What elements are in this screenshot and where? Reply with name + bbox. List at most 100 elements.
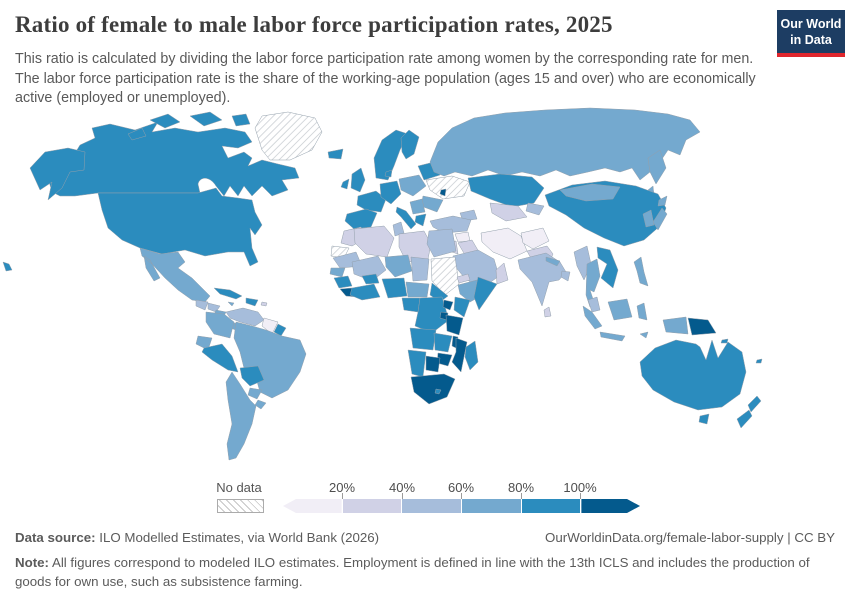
country-south-africa[interactable] — [410, 373, 456, 405]
country-solomon-islands[interactable] — [720, 338, 729, 344]
owid-logo[interactable]: Our World in Data — [777, 10, 845, 57]
legend-bin-60-80[interactable] — [462, 499, 521, 513]
country-mexico[interactable] — [139, 247, 211, 303]
country-namibia[interactable] — [407, 349, 427, 378]
country-algeria[interactable] — [353, 225, 395, 258]
country-greenland[interactable] — [254, 111, 323, 161]
country-brazil[interactable] — [233, 321, 307, 399]
country-botswana[interactable] — [425, 355, 441, 373]
country-bangladesh[interactable] — [560, 270, 571, 282]
country-senegal[interactable] — [329, 267, 346, 278]
country-mali[interactable] — [351, 255, 387, 282]
country-kyrgyzstan-tajikistan[interactable] — [525, 202, 545, 216]
country-uzbekistan-turkmenistan[interactable] — [489, 202, 528, 222]
legend-no-data-swatch[interactable] — [217, 499, 264, 513]
country-paraguay[interactable] — [247, 387, 263, 400]
country-somalia[interactable] — [473, 276, 498, 311]
country-ireland[interactable] — [340, 178, 350, 190]
country-denmark[interactable] — [384, 169, 393, 178]
country-philippines[interactable] — [633, 256, 649, 287]
country-italy[interactable] — [395, 206, 417, 230]
country-cameroon-central-african-republic[interactable] — [405, 281, 430, 298]
country-colombia[interactable] — [205, 311, 235, 339]
legend-bin-over-100[interactable] — [581, 499, 640, 513]
country-afghanistan[interactable] — [520, 227, 550, 250]
country-turkey[interactable] — [429, 215, 472, 234]
country-sudan[interactable] — [430, 256, 460, 296]
owid-url-license-link[interactable]: OurWorldinData.org/female-labor-supply |… — [545, 530, 835, 545]
country-ivory-coast-ghana[interactable] — [349, 283, 381, 301]
country-greece[interactable] — [414, 213, 427, 227]
country-new-zealand[interactable] — [736, 395, 762, 429]
country-peru[interactable] — [201, 343, 239, 373]
country-bolivia[interactable] — [239, 365, 265, 387]
country-moldova[interactable] — [439, 188, 447, 197]
country-argentina-chile[interactable] — [225, 371, 257, 461]
country-united-kingdom[interactable] — [350, 167, 366, 193]
legend-bin-20-40[interactable] — [342, 499, 402, 513]
country-zambia[interactable] — [433, 332, 453, 353]
country-spain-portugal[interactable] — [344, 208, 378, 230]
country-thailand[interactable] — [585, 258, 601, 308]
country-guinea[interactable] — [333, 275, 353, 289]
country-nigeria[interactable] — [381, 277, 408, 299]
country-australia[interactable] — [639, 339, 747, 425]
country-united-states-alaska[interactable] — [29, 147, 86, 201]
country-puerto-rico[interactable] — [260, 301, 268, 307]
country-timor[interactable] — [639, 331, 649, 339]
country-angola[interactable] — [409, 327, 437, 351]
country-kazakhstan[interactable] — [467, 173, 545, 208]
country-lesotho[interactable] — [434, 388, 442, 395]
country-balkans[interactable] — [409, 198, 426, 215]
country-burkina-faso[interactable] — [361, 273, 380, 285]
country-korea[interactable] — [642, 209, 655, 228]
country-eritrea[interactable] — [456, 273, 471, 284]
country-venezuela[interactable] — [225, 307, 265, 327]
country-egypt[interactable] — [426, 228, 457, 258]
country-nepal[interactable] — [545, 256, 561, 267]
country-uruguay[interactable] — [254, 399, 267, 410]
country-germany-central-europe[interactable] — [379, 180, 402, 205]
country-iceland[interactable] — [327, 148, 344, 160]
country-mongolia[interactable] — [559, 183, 621, 202]
country-niger[interactable] — [384, 254, 413, 278]
legend-bin-40-60[interactable] — [402, 499, 462, 513]
country-hispaniola[interactable] — [245, 297, 259, 307]
legend-bin-80-100[interactable] — [521, 499, 581, 513]
country-poland[interactable] — [398, 174, 427, 197]
country-oman[interactable] — [495, 262, 509, 285]
country-mozambique[interactable] — [451, 337, 468, 373]
country-united-states[interactable] — [97, 187, 263, 267]
country-madagascar[interactable] — [464, 340, 479, 371]
country-jamaica[interactable] — [227, 301, 235, 307]
country-guatemala[interactable] — [195, 299, 209, 311]
country-sri-lanka[interactable] — [543, 306, 552, 318]
country-fiji[interactable] — [755, 358, 763, 364]
country-indonesia[interactable] — [582, 298, 689, 342]
country-finland[interactable] — [400, 129, 420, 160]
country-india[interactable] — [517, 252, 567, 307]
country-malaysia[interactable] — [587, 296, 601, 313]
country-congo-gabon[interactable] — [401, 297, 421, 313]
country-france[interactable] — [356, 190, 387, 213]
country-papua-new-guinea[interactable] — [687, 317, 717, 336]
country-tunisia[interactable] — [392, 221, 405, 237]
legend-bin-under-20[interactable] — [283, 499, 342, 513]
legend-color-bar — [283, 499, 640, 513]
country-ukraine[interactable] — [425, 175, 471, 200]
country-uganda[interactable] — [442, 299, 454, 311]
country-united-states-hawaii[interactable] — [2, 261, 13, 272]
data-source-label: Data source: — [15, 530, 96, 545]
country-tanzania[interactable] — [445, 314, 464, 336]
country-chad[interactable] — [410, 256, 430, 282]
country-kenya[interactable] — [453, 296, 471, 318]
country-canada[interactable] — [47, 121, 300, 197]
country-canada-arctic[interactable] — [127, 111, 251, 141]
country-japan[interactable] — [652, 195, 668, 231]
country-cuba[interactable] — [213, 287, 243, 300]
country-iran[interactable] — [480, 227, 528, 260]
country-vietnam-laos-cambodia[interactable] — [596, 246, 619, 289]
country-syria[interactable] — [454, 231, 471, 243]
